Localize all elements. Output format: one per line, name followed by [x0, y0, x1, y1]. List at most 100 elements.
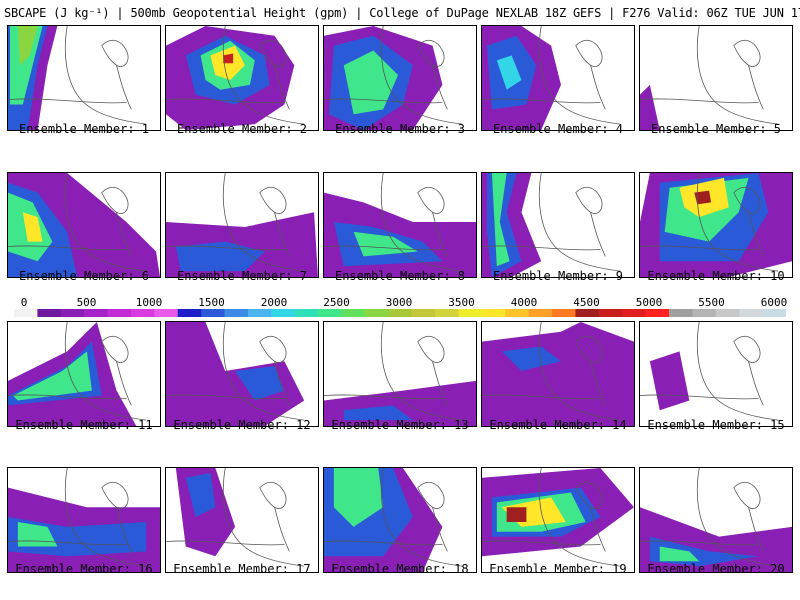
colorbar-tick-label: 3000 [385, 296, 413, 309]
map-boundary-line [324, 245, 443, 251]
cape-contour-region [17, 521, 58, 547]
map-boundary-line [590, 507, 606, 552]
map-boundary-line [432, 212, 448, 257]
ensemble-map-panel [165, 172, 319, 278]
map-boundary-line [590, 361, 606, 406]
map-boundary-line [324, 98, 443, 104]
colorbar-swatch [622, 309, 647, 317]
colorbar-tick-label: 5500 [698, 296, 725, 309]
map-boundary-line [259, 481, 287, 509]
map-boundary-line [590, 212, 606, 257]
map-title: SBCAPE (J kg⁻¹) | 500mb Geopotential Hei… [4, 6, 800, 20]
ensemble-member-caption: Ensemble Member: 17 [173, 562, 311, 576]
map-boundary-line [64, 173, 147, 272]
map-boundary-line [116, 212, 132, 257]
map-boundary-line [274, 507, 290, 552]
ensemble-map-panel [639, 172, 793, 278]
ensemble-map-panel [481, 321, 635, 427]
ensemble-member-caption: Ensemble Member: 19 [489, 562, 627, 576]
ensemble-member-caption: Ensemble Member: 15 [647, 418, 785, 432]
map-boundary-line [222, 173, 305, 272]
colorbar-swatch [669, 309, 693, 317]
colorbar-swatch [528, 309, 553, 317]
cape-contour-region [22, 212, 43, 242]
cape-field-map [8, 173, 160, 277]
map-boundary-line [538, 468, 621, 567]
colorbar-swatch [14, 309, 38, 317]
map-boundary-line [748, 361, 764, 406]
map-boundary-line [417, 481, 445, 509]
colorbar-tick-label: 1500 [198, 296, 225, 309]
map-boundary-line [101, 335, 129, 363]
map-boundary-line [696, 26, 779, 125]
colorbar-swatch [60, 309, 85, 317]
cape-field-map [324, 26, 463, 130]
colorbar-swatch [739, 309, 764, 317]
cape-field-map [166, 173, 318, 277]
cape-contour-region [185, 472, 216, 518]
map-boundary-line [432, 361, 448, 406]
map-boundary-line [324, 394, 443, 400]
ensemble-map-panel [639, 25, 793, 131]
colorbar-tick-label: 6000 [760, 296, 788, 309]
cape-field-map [8, 468, 160, 572]
cape-contour-region [17, 26, 38, 66]
map-boundary-line [733, 481, 761, 509]
cape-field-map [8, 322, 147, 426]
map-boundary-line [748, 507, 764, 552]
ensemble-member-caption: Ensemble Member: 4 [492, 122, 624, 136]
map-boundary-line [274, 361, 290, 406]
colorbar-tick-label: 500 [76, 296, 97, 309]
ensemble-map-panel [639, 321, 793, 427]
cape-field-map [640, 322, 779, 421]
map-boundary-line [8, 540, 127, 546]
cape-field-map [324, 468, 463, 572]
colorbar-tick-label: 2500 [323, 296, 350, 309]
colorbar-swatch [762, 309, 786, 317]
ensemble-map-panel [323, 25, 477, 131]
colorbar-swatch [364, 309, 389, 317]
cape-field-map [166, 322, 305, 426]
map-boundary-line [8, 394, 127, 400]
colorbar-swatch [552, 309, 576, 317]
map-boundary-line [116, 507, 132, 552]
map-boundary-line [696, 468, 779, 567]
colorbar-swatch [294, 309, 319, 317]
map-boundary-line [640, 245, 759, 251]
map-boundary-line [380, 322, 463, 421]
map-boundary-line [166, 394, 285, 400]
ensemble-map-panel [165, 321, 319, 427]
colorbar-swatch [84, 309, 109, 317]
colorbar-swatch [201, 309, 226, 317]
cape-contour-region [491, 173, 510, 267]
map-boundary-line [733, 335, 761, 363]
ensemble-map-panel [481, 467, 635, 573]
map-boundary-line [101, 186, 129, 214]
map-boundary-line [116, 65, 132, 110]
colorbar-swatch [435, 309, 459, 317]
ensemble-member-caption: Ensemble Member: 16 [15, 562, 153, 576]
colorbar-tick-label: 3500 [448, 296, 475, 309]
colorbar-swatch [318, 309, 343, 317]
colorbar-swatch [575, 309, 600, 317]
ensemble-map-panel [481, 25, 635, 131]
cape-contour-region [343, 50, 399, 115]
map-boundary-line [324, 540, 443, 546]
cape-colorbar [14, 309, 786, 317]
map-boundary-line [380, 468, 463, 567]
map-boundary-line [222, 468, 305, 567]
colorbar-swatch [692, 309, 717, 317]
map-boundary-line [575, 186, 603, 214]
colorbar-swatch [271, 309, 296, 317]
map-boundary-line [640, 98, 759, 104]
map-boundary-line [696, 173, 779, 272]
map-boundary-line [259, 186, 287, 214]
ensemble-member-caption: Ensemble Member: 14 [489, 418, 627, 432]
colorbar-tick-label: 5000 [635, 296, 663, 309]
ensemble-map-panel [481, 172, 635, 278]
ensemble-map-panel [323, 467, 477, 573]
cape-contour-region [501, 346, 561, 372]
ensemble-map-panel [639, 467, 793, 573]
colorbar-swatch [411, 309, 436, 317]
colorbar-tick-label: 2000 [260, 296, 288, 309]
